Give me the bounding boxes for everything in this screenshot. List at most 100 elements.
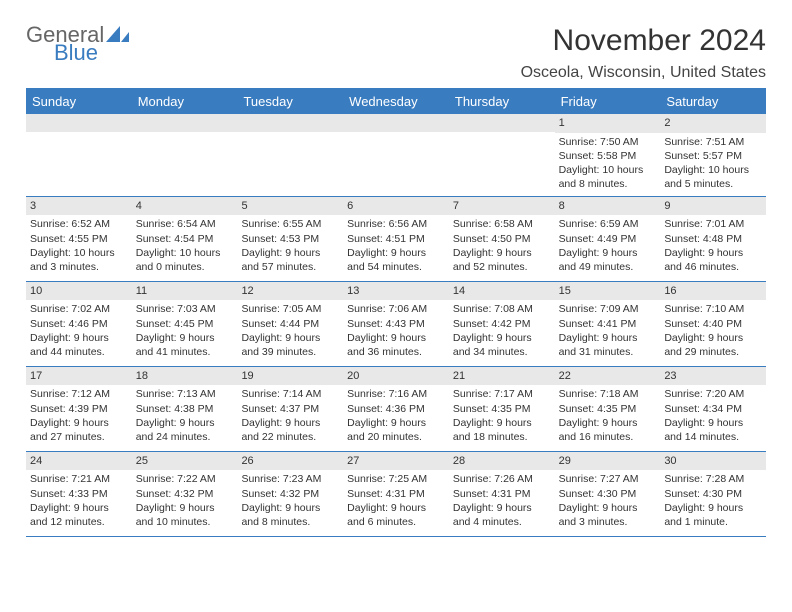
calendar-cell: 27Sunrise: 7:25 AMSunset: 4:31 PMDayligh… xyxy=(343,452,449,536)
day-number: 8 xyxy=(555,197,661,216)
calendar-cell: 29Sunrise: 7:27 AMSunset: 4:30 PMDayligh… xyxy=(555,452,661,536)
sunset-text: Sunset: 4:44 PM xyxy=(241,317,339,331)
month-title: November 2024 xyxy=(521,24,766,58)
header: General Blue November 2024 Osceola, Wisc… xyxy=(26,24,766,82)
sunset-text: Sunset: 4:32 PM xyxy=(136,487,234,501)
calendar-cell xyxy=(132,114,238,196)
cell-body: Sunrise: 7:03 AMSunset: 4:45 PMDaylight:… xyxy=(132,300,238,363)
calendar-cell: 13Sunrise: 7:06 AMSunset: 4:43 PMDayligh… xyxy=(343,282,449,366)
sunset-text: Sunset: 4:49 PM xyxy=(559,232,657,246)
calendar-cell: 12Sunrise: 7:05 AMSunset: 4:44 PMDayligh… xyxy=(237,282,343,366)
sunrise-text: Sunrise: 7:13 AM xyxy=(136,387,234,401)
day-number xyxy=(132,114,238,132)
calendar-cell: 10Sunrise: 7:02 AMSunset: 4:46 PMDayligh… xyxy=(26,282,132,366)
calendar-cell: 17Sunrise: 7:12 AMSunset: 4:39 PMDayligh… xyxy=(26,367,132,451)
calendar-cell: 24Sunrise: 7:21 AMSunset: 4:33 PMDayligh… xyxy=(26,452,132,536)
day-number: 3 xyxy=(26,197,132,216)
calendar-cell: 19Sunrise: 7:14 AMSunset: 4:37 PMDayligh… xyxy=(237,367,343,451)
day-number xyxy=(449,114,555,132)
sunset-text: Sunset: 4:50 PM xyxy=(453,232,551,246)
day-number: 1 xyxy=(555,114,661,133)
cell-body: Sunrise: 7:01 AMSunset: 4:48 PMDaylight:… xyxy=(660,215,766,278)
sunset-text: Sunset: 4:46 PM xyxy=(30,317,128,331)
sunrise-text: Sunrise: 6:59 AM xyxy=(559,217,657,231)
cell-body xyxy=(132,132,238,138)
daylight-text: Daylight: 9 hours and 36 minutes. xyxy=(347,331,445,359)
cell-body: Sunrise: 7:18 AMSunset: 4:35 PMDaylight:… xyxy=(555,385,661,448)
sunset-text: Sunset: 4:40 PM xyxy=(664,317,762,331)
day-number: 20 xyxy=(343,367,449,386)
sunset-text: Sunset: 4:35 PM xyxy=(453,402,551,416)
calendar-cell: 16Sunrise: 7:10 AMSunset: 4:40 PMDayligh… xyxy=(660,282,766,366)
sunrise-text: Sunrise: 7:03 AM xyxy=(136,302,234,316)
sunset-text: Sunset: 4:37 PM xyxy=(241,402,339,416)
sunset-text: Sunset: 4:32 PM xyxy=(241,487,339,501)
cell-body xyxy=(343,132,449,138)
cell-body: Sunrise: 7:06 AMSunset: 4:43 PMDaylight:… xyxy=(343,300,449,363)
sunset-text: Sunset: 5:58 PM xyxy=(559,149,657,163)
day-header-thursday: Thursday xyxy=(449,90,555,114)
sunrise-text: Sunrise: 7:50 AM xyxy=(559,135,657,149)
calendar-cell: 4Sunrise: 6:54 AMSunset: 4:54 PMDaylight… xyxy=(132,197,238,281)
cell-body: Sunrise: 6:52 AMSunset: 4:55 PMDaylight:… xyxy=(26,215,132,278)
logo-sail-icon xyxy=(121,32,129,42)
sunset-text: Sunset: 4:51 PM xyxy=(347,232,445,246)
daylight-text: Daylight: 9 hours and 6 minutes. xyxy=(347,501,445,529)
daylight-text: Daylight: 9 hours and 39 minutes. xyxy=(241,331,339,359)
day-number: 30 xyxy=(660,452,766,471)
sunrise-text: Sunrise: 6:52 AM xyxy=(30,217,128,231)
calendar-week: 3Sunrise: 6:52 AMSunset: 4:55 PMDaylight… xyxy=(26,197,766,282)
calendar-cell: 20Sunrise: 7:16 AMSunset: 4:36 PMDayligh… xyxy=(343,367,449,451)
day-header-friday: Friday xyxy=(555,90,661,114)
cell-body: Sunrise: 6:55 AMSunset: 4:53 PMDaylight:… xyxy=(237,215,343,278)
day-number: 4 xyxy=(132,197,238,216)
cell-body: Sunrise: 7:16 AMSunset: 4:36 PMDaylight:… xyxy=(343,385,449,448)
day-number: 11 xyxy=(132,282,238,301)
calendar-cell: 26Sunrise: 7:23 AMSunset: 4:32 PMDayligh… xyxy=(237,452,343,536)
sunset-text: Sunset: 4:38 PM xyxy=(136,402,234,416)
calendar: Sunday Monday Tuesday Wednesday Thursday… xyxy=(26,88,766,537)
cell-body: Sunrise: 6:54 AMSunset: 4:54 PMDaylight:… xyxy=(132,215,238,278)
cell-body: Sunrise: 7:14 AMSunset: 4:37 PMDaylight:… xyxy=(237,385,343,448)
sunset-text: Sunset: 4:54 PM xyxy=(136,232,234,246)
sunrise-text: Sunrise: 7:08 AM xyxy=(453,302,551,316)
day-number: 10 xyxy=(26,282,132,301)
sunrise-text: Sunrise: 6:55 AM xyxy=(241,217,339,231)
calendar-cell: 11Sunrise: 7:03 AMSunset: 4:45 PMDayligh… xyxy=(132,282,238,366)
sunrise-text: Sunrise: 7:09 AM xyxy=(559,302,657,316)
day-number: 16 xyxy=(660,282,766,301)
cell-body xyxy=(449,132,555,138)
sunrise-text: Sunrise: 7:27 AM xyxy=(559,472,657,486)
sunrise-text: Sunrise: 7:16 AM xyxy=(347,387,445,401)
calendar-week: 1 Sunrise: 7:50 AMSunset: 5:58 PMDaylight… xyxy=(26,114,766,197)
calendar-cell: 6Sunrise: 6:56 AMSunset: 4:51 PMDaylight… xyxy=(343,197,449,281)
cell-body xyxy=(237,132,343,138)
sunrise-text: Sunrise: 7:20 AM xyxy=(664,387,762,401)
sunrise-text: Sunrise: 7:22 AM xyxy=(136,472,234,486)
calendar-cell: 25Sunrise: 7:22 AMSunset: 4:32 PMDayligh… xyxy=(132,452,238,536)
day-number: 26 xyxy=(237,452,343,471)
calendar-cell: 22Sunrise: 7:18 AMSunset: 4:35 PMDayligh… xyxy=(555,367,661,451)
daylight-text: Daylight: 9 hours and 18 minutes. xyxy=(453,416,551,444)
day-number: 15 xyxy=(555,282,661,301)
location: Osceola, Wisconsin, United States xyxy=(521,64,766,82)
cell-body: Sunrise: 7:13 AMSunset: 4:38 PMDaylight:… xyxy=(132,385,238,448)
sunrise-text: Sunrise: 7:12 AM xyxy=(30,387,128,401)
sunset-text: Sunset: 4:41 PM xyxy=(559,317,657,331)
day-header-tuesday: Tuesday xyxy=(237,90,343,114)
day-number: 21 xyxy=(449,367,555,386)
sunrise-text: Sunrise: 7:21 AM xyxy=(30,472,128,486)
sunrise-text: Sunrise: 7:17 AM xyxy=(453,387,551,401)
cell-body: Sunrise: 7:27 AMSunset: 4:30 PMDaylight:… xyxy=(555,470,661,533)
daylight-text: Daylight: 10 hours and 8 minutes. xyxy=(559,163,657,191)
sunset-text: Sunset: 4:31 PM xyxy=(453,487,551,501)
day-header-wednesday: Wednesday xyxy=(343,90,449,114)
cell-body xyxy=(26,132,132,138)
day-number: 12 xyxy=(237,282,343,301)
cell-body: Sunrise: 6:58 AMSunset: 4:50 PMDaylight:… xyxy=(449,215,555,278)
daylight-text: Daylight: 9 hours and 1 minute. xyxy=(664,501,762,529)
sunrise-text: Sunrise: 7:01 AM xyxy=(664,217,762,231)
calendar-cell: 1 Sunrise: 7:50 AMSunset: 5:58 PMDaylight… xyxy=(555,114,661,196)
logo: General Blue xyxy=(26,24,129,64)
calendar-cell xyxy=(449,114,555,196)
